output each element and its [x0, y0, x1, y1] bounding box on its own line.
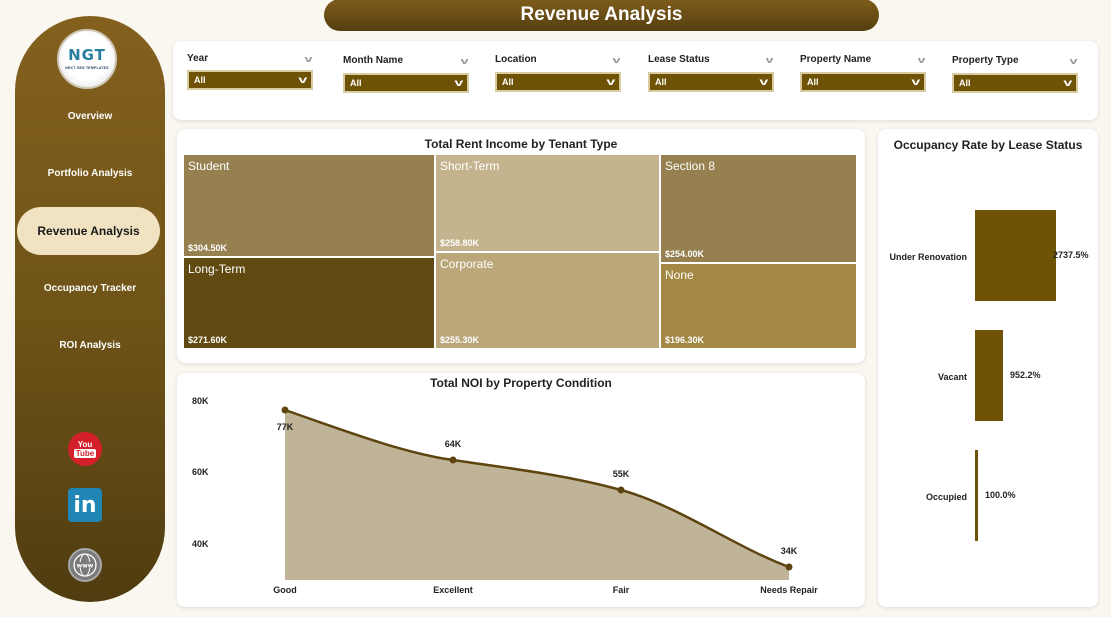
chevron-down-icon[interactable]: v	[1069, 55, 1078, 66]
sidebar-item-roi-analysis[interactable]: ROI Analysis	[59, 340, 121, 351]
website-link[interactable]: www	[67, 547, 103, 583]
linkedin-link[interactable]: in	[67, 487, 103, 523]
chevron-down-icon: v	[454, 77, 464, 89]
sidebar-item-overview[interactable]: Overview	[67, 111, 113, 122]
page-title-bar: Revenue Analysis	[324, 0, 879, 31]
occupancy-bar[interactable]	[975, 450, 978, 541]
data-label: 77K	[276, 422, 294, 432]
website-globe-icon: www	[68, 548, 102, 582]
logo-text: NGT	[68, 46, 106, 64]
chevron-down-icon[interactable]: v	[460, 55, 469, 66]
chevron-down-icon[interactable]: v	[304, 53, 313, 64]
x-axis-label: Fair	[612, 585, 630, 595]
filter-label: Property Name	[800, 54, 872, 65]
chevron-down-icon[interactable]: v	[917, 54, 926, 65]
svg-text:www: www	[77, 563, 94, 570]
treemap-tile-none[interactable]: None $196.30K	[660, 263, 857, 349]
chevron-down-icon[interactable]: v	[612, 54, 621, 65]
location-dropdown[interactable]: All v	[495, 72, 621, 92]
year-dropdown[interactable]: All v	[187, 70, 313, 90]
chevron-down-icon: v	[911, 76, 921, 88]
lease-status-filter: Lease Status v All v	[648, 53, 774, 92]
data-label: 64K	[444, 439, 462, 449]
treemap-tile-student[interactable]: Student $304.50K	[183, 154, 435, 257]
treemap-tile-section-8[interactable]: Section 8 $254.00K	[660, 154, 857, 263]
data-point[interactable]	[281, 406, 289, 414]
filter-label: Property Type	[952, 55, 1019, 66]
youtube-icon: You Tube	[68, 432, 102, 466]
property-name-dropdown[interactable]: All v	[800, 72, 926, 92]
page-title: Revenue Analysis	[520, 4, 683, 25]
chart-title: Total Rent Income by Tenant Type	[424, 137, 618, 151]
treemap-tile-short-term[interactable]: Short-Term $258.80K	[435, 154, 660, 252]
chevron-down-icon: v	[1063, 77, 1073, 89]
filter-panel: Year v All v Month Name v All v Location v Al…	[173, 41, 1098, 120]
sidebar: NGT NEXT GEN TEMPLATES Overview Portfoli…	[15, 16, 165, 602]
occupancy-rate-card: Occupancy Rate by Lease Status Under Ren…	[878, 129, 1098, 607]
chart-title: Occupancy Rate by Lease Status	[893, 138, 1083, 152]
treemap-tile-corporate[interactable]: Corporate $255.30K	[435, 252, 660, 349]
y-axis-tick: 80K	[192, 396, 209, 406]
x-axis-label: Needs Repair	[760, 585, 818, 595]
noi-area-chart-card: Total NOI by Property Condition 80K 60K …	[177, 373, 865, 607]
data-point[interactable]	[449, 456, 457, 464]
data-label: 55K	[612, 469, 630, 479]
y-axis-tick: 40K	[192, 539, 209, 549]
data-label: 34K	[780, 546, 798, 556]
sidebar-item-revenue-analysis[interactable]: Revenue Analysis	[17, 207, 160, 255]
month-name-filter: Month Name v All v	[343, 53, 469, 93]
chevron-down-icon: v	[759, 76, 769, 88]
linkedin-icon: in	[68, 488, 102, 522]
chevron-down-icon[interactable]: v	[765, 54, 774, 65]
sidebar-item-portfolio-analysis[interactable]: Portfolio Analysis	[47, 168, 133, 179]
treemap-tile-long-term[interactable]: Long-Term $271.60K	[183, 257, 435, 349]
x-axis-label: Good	[273, 585, 297, 595]
data-point[interactable]	[785, 563, 793, 571]
filter-label: Location	[495, 54, 537, 65]
filter-label: Year	[187, 53, 209, 64]
y-axis-tick: 60K	[192, 467, 209, 477]
data-point[interactable]	[617, 486, 625, 494]
sidebar-item-occupancy-tracker[interactable]: Occupancy Tracker	[43, 283, 137, 294]
logo-subtext: NEXT GEN TEMPLATES	[65, 66, 109, 70]
chevron-down-icon: v	[606, 76, 616, 88]
youtube-link[interactable]: You Tube	[67, 431, 103, 467]
lease-status-dropdown[interactable]: All v	[648, 72, 774, 92]
noi-area-plot	[281, 406, 793, 580]
occupancy-bar[interactable]	[975, 330, 1003, 421]
occupancy-bar[interactable]	[975, 210, 1056, 301]
filter-label: Lease Status	[648, 54, 710, 65]
rent-income-treemap-card: Total Rent Income by Tenant Type Student…	[177, 129, 865, 363]
year-filter: Year v All v	[187, 53, 313, 90]
ngt-logo: NGT NEXT GEN TEMPLATES	[57, 29, 117, 89]
property-name-filter: Property Name v All v	[800, 53, 926, 92]
property-type-dropdown[interactable]: All v	[952, 73, 1078, 93]
filter-label: Month Name	[343, 55, 403, 66]
x-axis-label: Excellent	[433, 585, 473, 595]
month-name-dropdown[interactable]: All v	[343, 73, 469, 93]
chart-title: Total NOI by Property Condition	[430, 376, 612, 390]
chevron-down-icon: v	[298, 74, 308, 86]
location-filter: Location v All v	[495, 53, 621, 92]
property-type-filter: Property Type v All v	[952, 53, 1078, 93]
